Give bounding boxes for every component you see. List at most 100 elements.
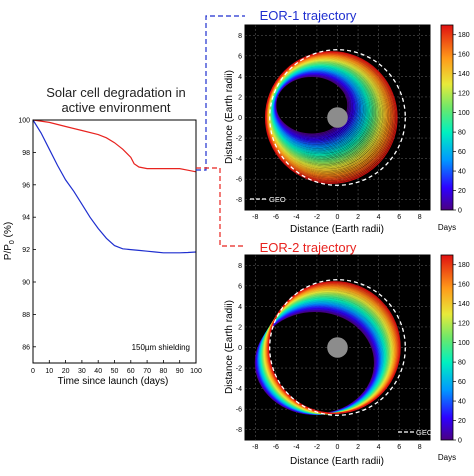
eor1-panel: -8 -6 -4 -2 0 2 4 6 8 -8 -6 -4 -2 0 2 4 6 8 GEO Distance … [224,24,470,235]
left-ytick-label: 98 [22,150,30,157]
eor1-legend-label: GEO [269,195,286,204]
eor1-xtick-label: -2 [314,214,320,221]
eor2-xtick-label: 6 [397,444,401,451]
eor2-cbtick-label: 140 [458,301,470,308]
eor2-legend-label: GEO [416,428,433,437]
left-series-line-0 [32,119,197,173]
eor2-xtick-label: -2 [314,444,320,451]
eor1-ytick-label: 0 [238,115,242,122]
eor2-earth [327,337,348,358]
left-xtick-label: 80 [160,368,168,375]
eor1-xtick-label: -8 [252,214,258,221]
eor1-xtick-label: -6 [273,214,279,221]
eor2-frame [244,254,431,441]
eor2-ylabel: Distance (Earth radii) [224,300,235,394]
left-ytick-label: 100 [18,118,30,125]
eor1-colorbar-label: Days [438,223,456,232]
eor2-legend: GEO [398,428,433,437]
eor1-earth [327,107,348,128]
eor1-cbtick-label: 40 [458,169,466,176]
eor1-ytick-label: -8 [236,197,242,204]
eor2-ytick-label: 2 [238,324,242,331]
eor2-panel: -8 -6 -4 -2 0 2 4 6 8 -8 -6 -4 -2 0 2 4 6 8 GEO Distance … [224,254,470,467]
left-xtick-label: 50 [111,368,119,375]
eor1-xtick-label: 4 [377,214,381,221]
eor1-ticks: -8 -6 -4 -2 0 2 4 6 8 -8 -6 -4 -2 0 2 4 6 8 [236,33,422,221]
eor1-cbtick-label: 160 [458,52,470,59]
eor2-xlabel: Distance (Earth radii) [290,456,384,467]
eor2-xtick-label: 8 [418,444,422,451]
eor2-ticks: -8 -6 -4 -2 0 2 4 6 8 -8 -6 -4 -2 0 2 4 6 8 [236,263,422,451]
eor1-cbtick-label: 140 [458,71,470,78]
left-xtick-label: 90 [176,368,184,375]
eor2-ytick-label: -6 [236,407,242,414]
left-series-line-1 [32,119,197,254]
eor1-geo-circle [269,49,406,186]
eor1-title: EOR-1 trajectory [260,8,357,23]
left-chart-ticks: 0 10 20 30 40 50 60 70 80 90 100 86 88 90 92 94 96 98 100 [18,118,202,376]
eor2-ytick-label: 4 [238,304,242,311]
eor1-ytick-label: -4 [236,156,242,163]
eor2-geo-circle [269,279,406,416]
left-chart-title-line2: active environment [61,100,170,115]
left-chart-series [32,119,197,254]
eor1-ytick-label: 6 [238,53,242,60]
left-ytick-label: 88 [22,312,30,319]
eor2-colorbar-label: Days [438,453,456,462]
eor1-cbtick-label: 20 [458,188,466,195]
eor2-ytick-label: -8 [236,427,242,434]
eor1-ytick-label: 8 [238,33,242,40]
eor2-cbtick-label: 80 [458,360,466,367]
eor1-cbtick-label: 60 [458,149,466,156]
eor2-cbtick-label: 160 [458,282,470,289]
eor1-cbtick-label: 80 [458,130,466,137]
eor1-legend: GEO [250,195,286,204]
eor2-cbtick-label: 20 [458,418,466,425]
left-xtick-label: 100 [190,368,202,375]
left-xtick-label: 40 [94,368,102,375]
left-xtick-label: 30 [78,368,86,375]
eor2-cbtick-label: 180 [458,262,470,269]
eor2-title: EOR-2 trajectory [260,240,357,255]
eor1-cbtick-label: 100 [458,110,470,117]
eor1-xtick-label: 8 [418,214,422,221]
eor1-ytick-label: -2 [236,136,242,143]
eor2-cbtick-label: 40 [458,399,466,406]
eor2-ytick-label: 6 [238,283,242,290]
eor1-ytick-label: 4 [238,74,242,81]
eor2-cbtick-label: 100 [458,340,470,347]
left-chart-frame [32,119,197,364]
ylabel-main: P/P [3,244,14,260]
eor1-xtick-label: -4 [293,214,299,221]
eor2-xtick-label: 0 [336,444,340,451]
left-chart-ylabel: P/P0 (%) [3,222,16,260]
eor1-colorbar [440,24,454,211]
left-xtick-label: 0 [31,368,35,375]
ylabel-unit: (%) [3,222,14,240]
eor2-cbtick-label: 120 [458,321,470,328]
left-chart-annotation: 150µm shielding [132,343,190,352]
left-ytick-label: 90 [22,280,30,287]
eor1-cbtick-label: 0 [458,208,462,215]
eor1-xtick-label: 0 [336,214,340,221]
eor1-connector [196,15,245,171]
eor1-orbit-path [264,51,398,184]
eor2-xtick-label: -4 [293,444,299,451]
eor2-colorbar-ticks: 0 20 40 60 80 100 120 140 160 180 [453,262,470,445]
eor1-frame [244,24,431,211]
left-chart-title-line1: Solar cell degradation in [46,85,185,100]
eor2-xtick-label: -8 [252,444,258,451]
eor2-orbit-path [268,281,401,414]
eor2-cbtick-label: 60 [458,379,466,386]
eor2-xtick-label: 2 [356,444,360,451]
eor1-ytick-label: -6 [236,177,242,184]
eor2-connector [196,167,245,247]
eor1-cbtick-label: 180 [458,32,470,39]
left-ytick-label: 92 [22,247,30,254]
left-ytick-label: 96 [22,182,30,189]
left-ytick-label: 94 [22,215,30,222]
eor2-cbtick-label: 0 [458,438,462,445]
eor1-xtick-label: 2 [356,214,360,221]
eor1-xlabel: Distance (Earth radii) [290,224,384,235]
